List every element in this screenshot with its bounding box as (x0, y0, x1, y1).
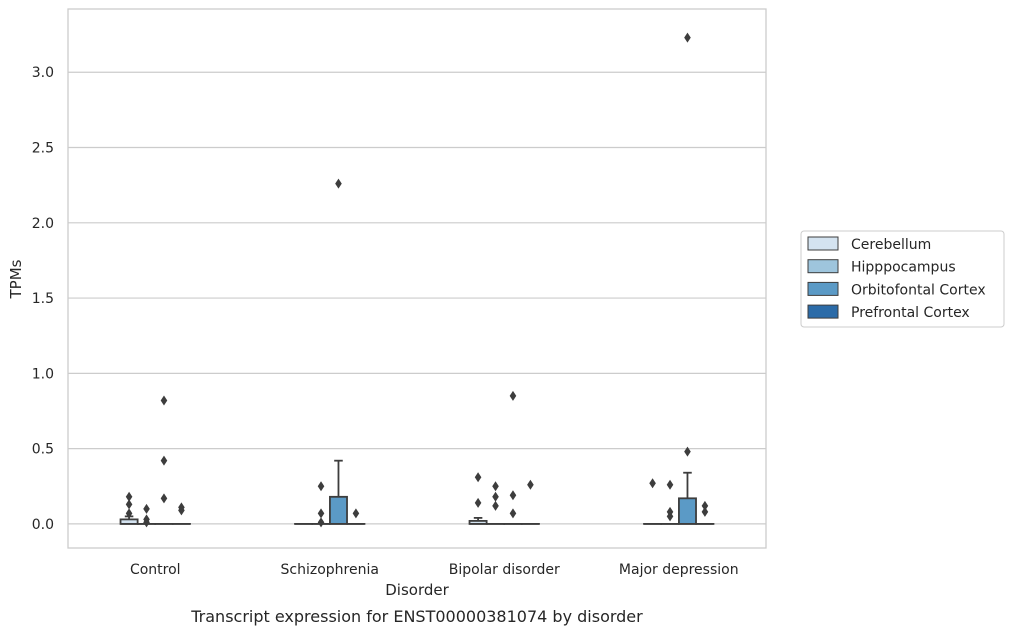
box-orbitofontal-cortex (329, 459, 348, 525)
gridlines (68, 71, 766, 525)
outlier-point (143, 514, 150, 525)
outlier-point (474, 497, 482, 508)
legend-label: Prefrontal Cortex (851, 305, 970, 321)
y-tick-label: 2.5 (32, 141, 54, 157)
legend-swatch (807, 304, 839, 319)
outlier-point (492, 481, 499, 492)
x-tick-labels: Control Schizophrenia Bipolar disorder Majo… (130, 562, 739, 578)
legend-swatch (807, 259, 839, 274)
outlier-point (317, 481, 325, 492)
outlier-point (666, 479, 674, 490)
y-tick-label: 1.5 (32, 291, 54, 307)
box-body (329, 495, 348, 525)
outlier-point (509, 490, 517, 501)
legend-label: Cerebellum (851, 237, 931, 253)
outlier-point (160, 455, 168, 466)
y-tick-label: 2.0 (32, 216, 54, 232)
figure-caption: Transcript expression for ENST0000038107… (190, 607, 643, 626)
legend-label: Hipppocampus (851, 260, 956, 276)
x-tick-label: Schizophrenia (281, 562, 379, 578)
legend-frame (800, 230, 1005, 328)
outlier-point (684, 32, 691, 43)
outlier-point (649, 478, 656, 489)
y-tick-label: 1.0 (32, 366, 54, 382)
outlier-point (684, 446, 691, 457)
y-tick-labels: 0.0 0.5 1.0 1.5 2.0 2.5 3.0 (32, 65, 54, 533)
outlier-point (701, 506, 709, 517)
y-axis-label: TPMs (7, 259, 25, 299)
outlier-point (509, 508, 517, 519)
outlier-point (317, 508, 325, 519)
outlier-point (125, 491, 133, 502)
outlier-point (509, 390, 517, 401)
x-tick-label: Major depression (619, 562, 739, 578)
outlier-point (492, 500, 499, 511)
x-tick-label: Control (130, 562, 181, 578)
legend-swatch (807, 281, 839, 296)
outlier-point (527, 479, 534, 490)
legend: Cerebellum Hipppocampus Orbitofontal Corte… (800, 230, 1005, 328)
outlier-point (125, 499, 133, 510)
plot-frame (67, 8, 767, 549)
outlier-point (143, 503, 150, 514)
outlier-point (160, 395, 168, 406)
legend-label: Orbitofontal Cortex (851, 282, 986, 298)
legend-swatch (807, 236, 839, 251)
outlier-point (335, 178, 342, 189)
x-axis-label: Disorder (385, 581, 449, 599)
boxes (119, 459, 715, 525)
outlier-point (701, 500, 709, 511)
outlier-point (125, 508, 133, 519)
y-tick-label: 3.0 (32, 65, 54, 81)
outlier-point (352, 508, 360, 519)
box-orbitofontal-cortex (678, 471, 697, 525)
y-tick-label: 0.0 (32, 517, 54, 533)
outlier-point (492, 491, 499, 502)
x-tick-label: Bipolar disorder (449, 562, 560, 578)
outlier-point (317, 517, 325, 528)
y-tick-label: 0.5 (32, 442, 54, 458)
box-cerebellum (468, 516, 488, 525)
box-body (678, 497, 697, 525)
outliers (125, 32, 709, 528)
outlier-point (666, 506, 674, 517)
outlier-point (160, 493, 168, 504)
outlier-point (474, 472, 482, 483)
outlier-point (178, 502, 185, 513)
